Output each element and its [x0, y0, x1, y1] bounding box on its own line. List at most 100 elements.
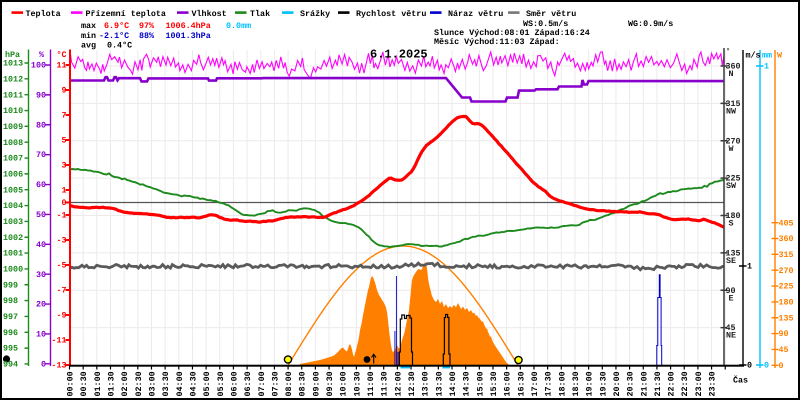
svg-text:3: 3	[61, 161, 66, 171]
svg-text:S: S	[728, 219, 733, 229]
svg-text:04:00: 04:00	[175, 371, 185, 396]
svg-text:02:30: 02:30	[134, 371, 144, 396]
svg-text:21:30: 21:30	[653, 371, 663, 396]
svg-text:0: 0	[764, 361, 769, 371]
svg-text:08:30: 08:30	[298, 371, 308, 396]
svg-text:315: 315	[726, 99, 741, 109]
svg-text:315: 315	[779, 250, 794, 260]
svg-text:0: 0	[41, 359, 46, 369]
svg-text:-5: -5	[56, 261, 66, 271]
svg-text:225: 225	[779, 282, 794, 292]
svg-text:1005: 1005	[3, 185, 23, 195]
svg-text:-1: -1	[56, 211, 66, 221]
svg-text:-3: -3	[56, 236, 66, 246]
svg-text:1009: 1009	[3, 122, 23, 132]
svg-text:-9: -9	[56, 311, 66, 321]
svg-text:6.9°C: 6.9°C	[104, 21, 129, 31]
svg-text:W: W	[728, 144, 734, 154]
svg-text:11:00: 11:00	[366, 371, 376, 396]
svg-text:10:00: 10:00	[339, 371, 349, 396]
svg-text:90: 90	[726, 286, 736, 296]
svg-text:1003: 1003	[3, 217, 23, 227]
svg-text:W: W	[777, 51, 783, 61]
svg-text:13:00: 13:00	[421, 371, 431, 396]
svg-text:1010: 1010	[3, 106, 23, 116]
svg-text:06:30: 06:30	[243, 371, 253, 396]
svg-text:NW: NW	[726, 106, 737, 116]
svg-text:11:30: 11:30	[380, 371, 390, 396]
svg-text:20: 20	[36, 300, 46, 310]
svg-text:02:00: 02:00	[120, 371, 130, 396]
svg-text:Přízemní teplota: Přízemní teplota	[86, 9, 166, 19]
svg-text:min: min	[81, 31, 96, 41]
svg-text:Čas: Čas	[733, 376, 748, 386]
svg-text:88%: 88%	[139, 31, 155, 41]
svg-text:225: 225	[726, 174, 741, 184]
svg-text:Slunce Východ:08:01 Západ:16:2: Slunce Východ:08:01 Západ:16:24	[434, 28, 590, 38]
svg-text:1013: 1013	[3, 59, 23, 69]
svg-text:12:30: 12:30	[407, 371, 417, 396]
svg-text:07:00: 07:00	[257, 371, 267, 396]
svg-text:270: 270	[779, 266, 794, 276]
svg-text:m/s: m/s	[746, 51, 761, 61]
svg-text:100: 100	[31, 61, 46, 71]
svg-text:999: 999	[3, 280, 18, 290]
svg-text:17:00: 17:00	[530, 371, 540, 396]
svg-text:45: 45	[779, 345, 789, 355]
svg-text:70: 70	[36, 150, 46, 160]
svg-text:Vlhkost: Vlhkost	[192, 9, 227, 19]
svg-text:hPa: hPa	[5, 50, 20, 60]
svg-text:07:30: 07:30	[270, 371, 280, 396]
svg-text:20:00: 20:00	[612, 371, 622, 396]
svg-text:22:00: 22:00	[667, 371, 677, 396]
svg-text:10:30: 10:30	[352, 371, 362, 396]
svg-text:1008: 1008	[3, 138, 23, 148]
svg-text:270: 270	[726, 136, 741, 146]
svg-text:90: 90	[36, 90, 46, 100]
svg-text:15:00: 15:00	[475, 371, 485, 396]
svg-text:-2.1°C: -2.1°C	[99, 31, 129, 41]
svg-text:14:00: 14:00	[448, 371, 458, 396]
svg-text:SW: SW	[726, 181, 737, 191]
svg-text:6.1.2025: 6.1.2025	[370, 48, 428, 62]
svg-text:Směr větru: Směr větru	[526, 9, 576, 19]
svg-text:50: 50	[36, 210, 46, 220]
svg-text:0: 0	[747, 361, 752, 371]
svg-text:60: 60	[36, 180, 46, 190]
svg-text:21:00: 21:00	[639, 371, 649, 396]
svg-text:1: 1	[764, 62, 769, 72]
svg-text:Rychlost větru: Rychlost větru	[356, 9, 426, 19]
svg-text:03:30: 03:30	[161, 371, 171, 396]
svg-text:135: 135	[726, 248, 741, 258]
svg-text:23:00: 23:00	[694, 371, 704, 396]
svg-text:135: 135	[779, 313, 794, 323]
svg-text:17:30: 17:30	[544, 371, 554, 396]
svg-text:11: 11	[56, 61, 66, 71]
svg-text:1: 1	[61, 186, 66, 196]
svg-text:Náraz větru: Náraz větru	[448, 9, 503, 19]
svg-text:360: 360	[726, 62, 741, 72]
svg-text:NE: NE	[726, 331, 736, 341]
svg-text:994: 994	[3, 360, 18, 370]
svg-text:22:30: 22:30	[680, 371, 690, 396]
svg-text:1006: 1006	[3, 169, 23, 179]
svg-text:13:30: 13:30	[434, 371, 444, 396]
svg-text:15:30: 15:30	[489, 371, 499, 396]
svg-text:16:30: 16:30	[516, 371, 526, 396]
svg-text:5: 5	[61, 136, 66, 146]
svg-text:30: 30	[36, 270, 46, 280]
svg-text:10: 10	[36, 330, 46, 340]
svg-text:97%: 97%	[139, 21, 155, 31]
svg-text:1002: 1002	[3, 233, 23, 243]
svg-text:90: 90	[779, 329, 789, 339]
svg-text:max: max	[81, 21, 96, 31]
svg-text:7: 7	[61, 111, 66, 121]
svg-text:mm: mm	[762, 51, 772, 61]
svg-text:SE: SE	[726, 256, 736, 266]
svg-text:00:00: 00:00	[66, 371, 76, 396]
svg-text:996: 996	[3, 328, 18, 338]
svg-text:0.0mm: 0.0mm	[226, 21, 251, 31]
svg-text:°: °	[726, 48, 730, 56]
svg-text:16:00: 16:00	[503, 371, 513, 396]
svg-text:Měsíc Východ:11:03 Západ:: Měsíc Východ:11:03 Západ:	[434, 37, 560, 47]
